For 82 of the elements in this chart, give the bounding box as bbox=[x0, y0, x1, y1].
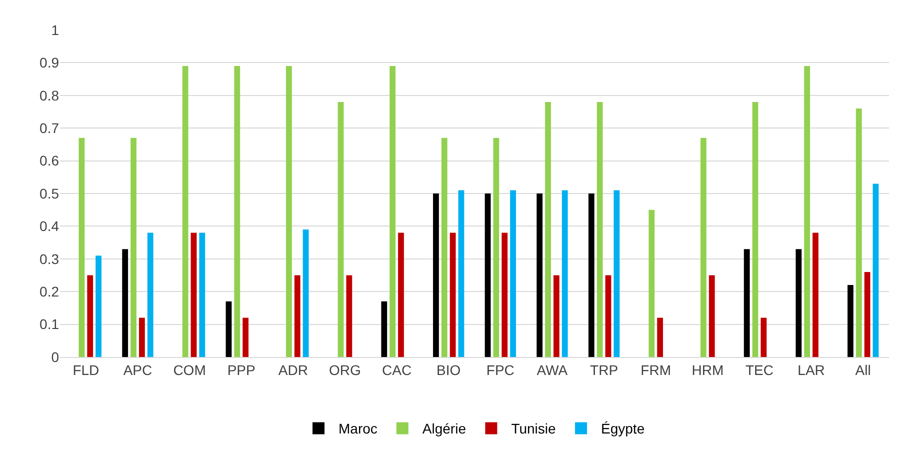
bar bbox=[302, 229, 309, 357]
bar bbox=[398, 232, 404, 357]
bar bbox=[596, 102, 603, 357]
y-tick-label: 0.3 bbox=[40, 250, 60, 267]
bar bbox=[78, 138, 85, 357]
x-tick-label: TEC bbox=[745, 362, 774, 378]
bar bbox=[804, 66, 810, 357]
bar bbox=[390, 66, 396, 357]
bar bbox=[657, 318, 663, 357]
bar bbox=[450, 232, 456, 357]
bar bbox=[182, 66, 188, 357]
x-tick-label: AWA bbox=[536, 362, 568, 378]
x-tick-label: FPC bbox=[486, 362, 514, 378]
y-tick-label: 0.9 bbox=[40, 54, 60, 71]
x-tick-label: APC bbox=[123, 362, 152, 378]
bar bbox=[562, 190, 568, 357]
bar bbox=[96, 256, 102, 357]
x-tick-label: ORG bbox=[329, 362, 361, 378]
bar bbox=[708, 275, 715, 357]
bar bbox=[433, 194, 439, 357]
bar bbox=[286, 66, 292, 357]
x-tick-label: FLD bbox=[72, 362, 100, 378]
x-tick-label: CAC bbox=[382, 362, 412, 378]
bar bbox=[812, 232, 818, 357]
bar bbox=[441, 138, 448, 357]
bar bbox=[234, 66, 240, 357]
legend-label: Égypte bbox=[601, 420, 645, 437]
bar bbox=[648, 210, 655, 357]
bar bbox=[510, 190, 516, 357]
bar bbox=[226, 301, 232, 357]
x-tick-label: BIO bbox=[436, 362, 461, 378]
bar bbox=[752, 102, 758, 357]
y-tick-label: 0.1 bbox=[40, 316, 60, 332]
legend-label: Maroc bbox=[338, 420, 378, 437]
x-tick-label: COM bbox=[173, 362, 206, 378]
bar bbox=[536, 194, 543, 357]
y-tick-label: 0.7 bbox=[40, 120, 60, 136]
bar bbox=[545, 102, 551, 357]
x-tick-label: LAR bbox=[798, 362, 825, 378]
bar bbox=[199, 232, 206, 357]
bar bbox=[744, 249, 750, 357]
bar bbox=[760, 318, 767, 357]
bar bbox=[138, 318, 145, 357]
bar bbox=[588, 194, 594, 357]
bar bbox=[502, 232, 508, 357]
bar bbox=[700, 138, 706, 357]
bar bbox=[294, 275, 300, 357]
bar bbox=[605, 275, 612, 357]
bar bbox=[493, 138, 500, 357]
x-tick-label: TRP bbox=[590, 362, 618, 378]
bar bbox=[553, 275, 560, 357]
y-tick-label: 0.2 bbox=[40, 284, 60, 300]
y-tick-label: 0.6 bbox=[40, 152, 60, 169]
bar bbox=[381, 301, 388, 357]
bar bbox=[147, 232, 154, 357]
bar bbox=[242, 318, 248, 357]
y-tick-label: 0.4 bbox=[40, 218, 60, 234]
bar bbox=[87, 275, 94, 357]
x-tick-label: All bbox=[855, 362, 871, 378]
bar bbox=[864, 272, 870, 357]
bar bbox=[190, 232, 197, 357]
x-tick-label: HRM bbox=[692, 362, 724, 378]
bar bbox=[458, 190, 464, 357]
legend-label: Algérie bbox=[422, 420, 466, 437]
bar bbox=[856, 108, 862, 357]
bar bbox=[614, 190, 620, 357]
bar bbox=[796, 249, 802, 357]
bar bbox=[346, 275, 352, 357]
y-tick-label: 0.5 bbox=[40, 185, 60, 202]
bar bbox=[484, 194, 491, 357]
bar bbox=[872, 184, 879, 357]
x-tick-label: FRM bbox=[640, 362, 672, 378]
bar bbox=[122, 249, 128, 357]
bar bbox=[130, 138, 136, 357]
bar bbox=[338, 102, 344, 357]
x-tick-label: PPP bbox=[227, 362, 256, 378]
bar bbox=[848, 285, 854, 357]
legend-label: Tunisie bbox=[511, 420, 556, 437]
y-tick-label: 0.8 bbox=[40, 87, 60, 104]
x-tick-label: ADR bbox=[278, 362, 308, 378]
y-tick-label: 1 bbox=[51, 22, 60, 38]
y-tick-label: 0 bbox=[51, 348, 60, 365]
